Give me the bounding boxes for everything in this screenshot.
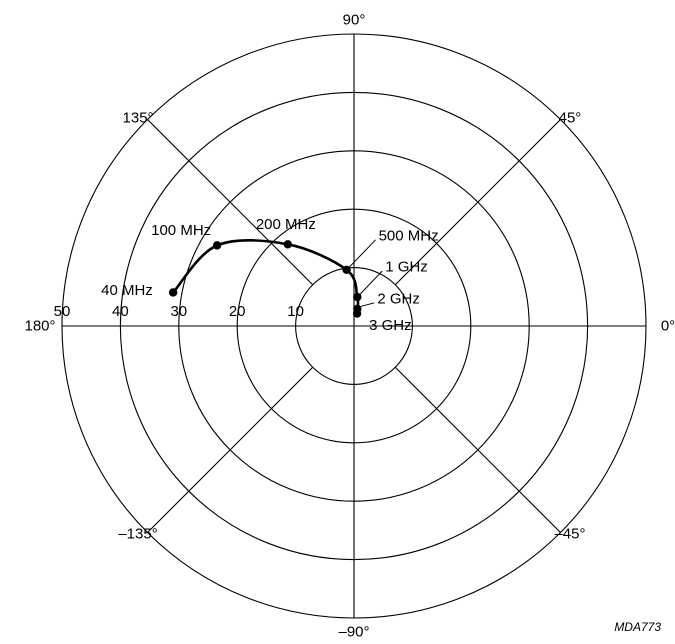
point-label: 40 MHz [101, 282, 153, 299]
point-label: 2 GHz [377, 290, 420, 307]
point-label: 1 GHz [385, 258, 428, 275]
data-point [168, 288, 178, 297]
angle-label-45: 45° [559, 110, 582, 127]
angle-line-neg45 [394, 366, 561, 533]
point-label: 3 GHz [369, 317, 412, 334]
radial-tick-label-30: 30 [170, 303, 187, 320]
point-label: 200 MHz [256, 216, 316, 233]
radial-tick-label-40: 40 [112, 303, 129, 320]
point-leader-line [348, 239, 376, 269]
data-point [212, 241, 222, 250]
angle-label-135: 135° [123, 110, 154, 127]
angle-label-0: 0° [661, 318, 675, 335]
figure-code: MDA773 [614, 620, 661, 634]
angle-label-neg45: –45° [554, 525, 585, 542]
angle-label-90: 90° [343, 12, 366, 29]
point-leader-line [359, 302, 375, 308]
radial-tick-label-10: 10 [287, 303, 304, 320]
radial-tick-label-20: 20 [229, 303, 246, 320]
data-point [283, 240, 293, 249]
angle-line-neg135 [147, 366, 314, 533]
point-label: 500 MHz [379, 227, 439, 244]
series-curve [172, 238, 360, 314]
angle-line-135 [147, 119, 314, 286]
data-point [352, 309, 362, 318]
radial-tick-label-50: 50 [54, 303, 71, 320]
angle-line-45 [394, 119, 561, 286]
angle-label-neg90: –90° [338, 624, 369, 641]
angle-tick-labels: 90° 45° 135° 180° 0° –135° –45° –90° [24, 12, 675, 641]
radial-tick-labels: 10 20 30 40 50 [54, 303, 304, 320]
angular-grid-lines [62, 34, 646, 618]
angle-label-180: 180° [24, 318, 55, 335]
angle-label-neg135: –135° [118, 525, 157, 542]
point-label: 100 MHz [151, 222, 211, 239]
point-leader-line [358, 270, 383, 296]
data-series: 40 MHz 100 MHz 200 MHz 500 MHz 1 GHz 2 GHz 3 G… [101, 216, 439, 334]
